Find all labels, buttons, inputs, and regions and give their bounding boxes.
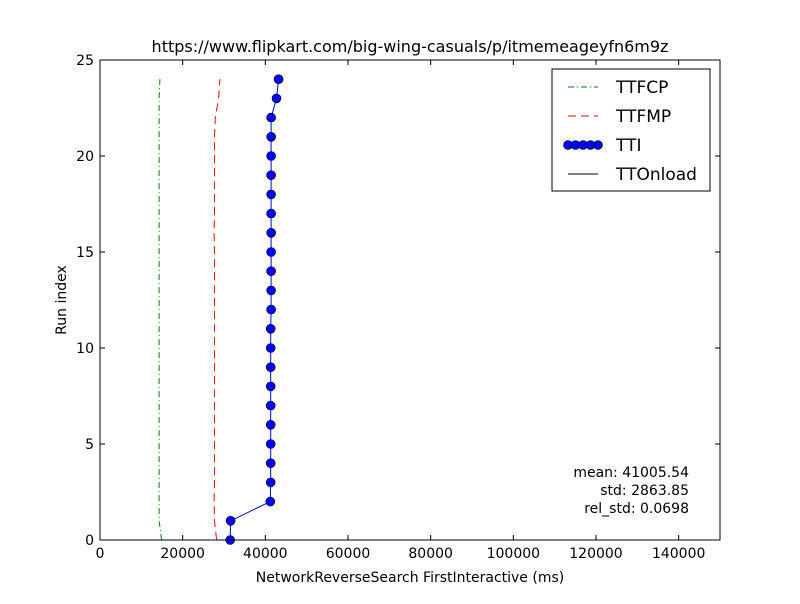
series-point-tti [265, 458, 276, 469]
series-line-ttfmp [213, 79, 221, 541]
x-tick-label: 20000 [160, 546, 205, 562]
series-point-tti [265, 477, 276, 488]
series-layer [158, 74, 284, 545]
series-point-tti [265, 381, 276, 392]
series-point-tti [225, 515, 236, 526]
series-point-tti [266, 189, 276, 200]
y-tick-label: 10 [76, 341, 94, 357]
x-tick-label: 100000 [487, 546, 540, 562]
x-tick-label: 40000 [243, 546, 288, 562]
series-point-tti [265, 439, 276, 449]
series-point-tti [266, 151, 276, 161]
plot-frame [99, 59, 721, 541]
x-tick-label: 140000 [652, 546, 705, 562]
legend-label-ttfcp: TTFCP [615, 78, 668, 98]
series-point-tti [265, 362, 276, 373]
series-point-tti [266, 228, 276, 238]
x-tick-label: 60000 [326, 546, 371, 562]
x-tick-label: 120000 [569, 546, 622, 562]
ticks-layer: 0 20000 40000 60000 80000 100000 120000 140000 0… [76, 53, 720, 562]
y-tick-label: 20 [76, 149, 94, 165]
y-tick-label: 25 [76, 53, 94, 69]
x-tick-label: 0 [96, 546, 105, 562]
series-point-tti [266, 304, 276, 315]
legend-label-ttonload: TTOnload [615, 165, 697, 185]
legend: TTFCP TTFMP TTI TTOnload [551, 68, 711, 192]
legend-items: TTFCP TTFMP TTI TTOnload [563, 78, 697, 185]
x-tick-label: 80000 [408, 546, 453, 562]
series-point-tti [266, 285, 276, 296]
y-tick-label: 5 [85, 437, 94, 453]
series-point-tti [266, 170, 276, 180]
series-point-tti [266, 247, 276, 257]
series-point-tti [266, 132, 276, 142]
series-point-tti [265, 323, 276, 334]
series-point-tti [265, 400, 276, 411]
x-axis-label: NetworkReverseSearch FirstInteractive (m… [256, 570, 564, 586]
series-point-tti [266, 112, 276, 123]
stats-annotation: rel_std: 0.0698 [584, 501, 689, 517]
y-tick-label: 15 [76, 245, 94, 261]
legend-label-ttfmp: TTFMP [615, 107, 671, 127]
stats-annotations: mean: 41005.54 std: 2863.85 rel_std: 0.069… [573, 465, 689, 517]
series-point-tti [266, 266, 276, 277]
legend-label-tti: TTI [615, 136, 641, 156]
series-point-tti [265, 496, 276, 507]
series-point-tti [266, 208, 276, 219]
legend-box [551, 68, 711, 192]
series-point-tti [271, 93, 282, 104]
series-point-tti [265, 343, 276, 353]
stats-annotation: mean: 41005.54 [573, 465, 689, 481]
series-line-ttfcp [158, 79, 163, 541]
y-tick-label: 0 [85, 533, 94, 549]
stats-annotation: std: 2863.85 [600, 483, 689, 499]
legend-marker [593, 140, 603, 150]
chart-title: https://www.flipkart.com/big-wing-casual… [152, 37, 669, 56]
series-point-tti [273, 74, 284, 84]
series-point-tti [265, 419, 276, 430]
y-axis-label: Run index [54, 265, 70, 335]
